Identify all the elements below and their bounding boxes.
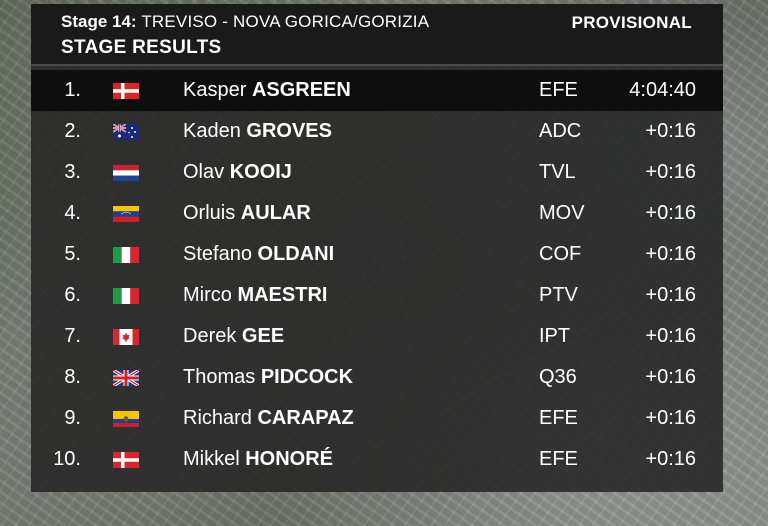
position: 10. — [53, 448, 81, 470]
uk-flag-icon — [113, 370, 139, 386]
team-code: EFE — [539, 79, 578, 101]
position: 5. — [64, 243, 81, 265]
results-title: STAGE RESULTS — [61, 37, 222, 58]
team-code: EFE — [539, 407, 578, 429]
table-row: 10. Mikkel HONORÉ EFE +0:16 — [31, 439, 723, 480]
finish-time: +0:16 — [645, 120, 696, 142]
table-row: 3. Olav KOOIJ TVL +0:16 — [31, 152, 723, 193]
rider-last-name: ASGREEN — [251, 79, 351, 101]
italy-flag-icon — [113, 247, 139, 263]
team-code: ADC — [539, 120, 582, 142]
canada-flag-icon — [113, 329, 139, 345]
rider-name: Mirco MAESTRI — [183, 275, 327, 316]
finish-time: +0:16 — [645, 448, 696, 470]
rider-name: Richard CARAPAZ — [183, 398, 354, 439]
venezuela-flag-icon — [113, 206, 139, 222]
australia-flag-icon — [113, 124, 139, 140]
rider-name: Mikkel HONORÉ — [183, 439, 333, 480]
finish-time: 4:04:40 — [629, 79, 696, 101]
results-panel: Stage 14: TREVISO - NOVA GORICA/GORIZIA … — [31, 4, 723, 492]
results-header: Stage 14: TREVISO - NOVA GORICA/GORIZIA … — [31, 4, 723, 66]
rider-name: Derek GEE — [183, 316, 284, 357]
finish-time: +0:16 — [645, 366, 696, 388]
netherlands-flag-icon — [113, 165, 139, 181]
position: 8. — [64, 366, 81, 388]
table-row: 8. Thomas PIDCOCK Q36 +0:16 — [31, 357, 723, 398]
rider-last-name: OLDANI — [257, 243, 335, 265]
rider-first-name: Mikkel — [183, 448, 240, 470]
position: 7. — [64, 325, 81, 347]
rider-last-name: PIDCOCK — [260, 366, 354, 388]
stage-line: Stage 14: TREVISO - NOVA GORICA/GORIZIA — [61, 12, 429, 32]
rider-last-name: KOOIJ — [229, 161, 292, 183]
rider-last-name: HONORÉ — [245, 448, 334, 470]
team-code: MOV — [539, 202, 585, 224]
rider-first-name: Kasper — [183, 79, 247, 101]
denmark-flag-icon — [113, 83, 139, 99]
table-row: 6. Mirco MAESTRI PTV +0:16 — [31, 275, 723, 316]
finish-time: +0:16 — [645, 161, 696, 183]
rider-first-name: Stefano — [183, 243, 252, 265]
rider-name: Kasper ASGREEN — [183, 70, 351, 111]
rider-first-name: Richard — [183, 407, 252, 429]
table-row: 7. Derek GEE IPT +0:16 — [31, 316, 723, 357]
rider-last-name: GEE — [241, 325, 285, 347]
position: 1. — [64, 79, 81, 101]
rider-last-name: CARAPAZ — [257, 407, 354, 429]
rider-first-name: Orluis — [183, 202, 236, 224]
rider-first-name: Mirco — [183, 284, 232, 306]
team-code: PTV — [539, 284, 578, 306]
table-row: 1. Kasper ASGREEN EFE 4:04:40 — [31, 70, 723, 111]
team-code: Q36 — [539, 366, 577, 388]
provisional-badge: PROVISIONAL — [571, 13, 692, 32]
position: 2. — [64, 120, 81, 142]
rider-last-name: GROVES — [246, 120, 332, 142]
position: 9. — [64, 407, 81, 429]
table-row: 5. Stefano OLDANI COF +0:16 — [31, 234, 723, 275]
rider-name: Thomas PIDCOCK — [183, 357, 353, 398]
rider-name: Kaden GROVES — [183, 111, 332, 152]
finish-time: +0:16 — [645, 325, 696, 347]
finish-time: +0:16 — [645, 284, 696, 306]
position: 3. — [64, 161, 81, 183]
position: 6. — [64, 284, 81, 306]
stage-label: Stage 14: — [61, 12, 137, 31]
table-row: 9. Richard CARAPAZ EFE +0:16 — [31, 398, 723, 439]
team-code: TVL — [539, 161, 576, 183]
rider-name: Orluis AULAR — [183, 193, 311, 234]
results-table: 1. Kasper ASGREEN EFE 4:04:40 2. Kaden G… — [31, 70, 723, 480]
rider-first-name: Thomas — [183, 366, 256, 388]
italy-flag-icon — [113, 288, 139, 304]
finish-time: +0:16 — [645, 243, 696, 265]
denmark-flag-icon — [113, 452, 139, 468]
rider-first-name: Derek — [183, 325, 237, 347]
rider-first-name: Olav — [183, 161, 225, 183]
team-code: COF — [539, 243, 582, 265]
stage-route: TREVISO - NOVA GORICA/GORIZIA — [141, 12, 430, 31]
rider-first-name: Kaden — [183, 120, 241, 142]
position: 4. — [64, 202, 81, 224]
rider-name: Stefano OLDANI — [183, 234, 334, 275]
team-code: EFE — [539, 448, 578, 470]
finish-time: +0:16 — [645, 407, 696, 429]
rider-name: Olav KOOIJ — [183, 152, 292, 193]
rider-last-name: MAESTRI — [237, 284, 328, 306]
team-code: IPT — [539, 325, 571, 347]
table-row: 4. Orluis AULAR MOV +0:16 — [31, 193, 723, 234]
ecuador-flag-icon — [113, 411, 139, 427]
rider-last-name: AULAR — [240, 202, 311, 224]
table-row: 2. Kaden GROVES ADC +0:16 — [31, 111, 723, 152]
finish-time: +0:16 — [645, 202, 696, 224]
